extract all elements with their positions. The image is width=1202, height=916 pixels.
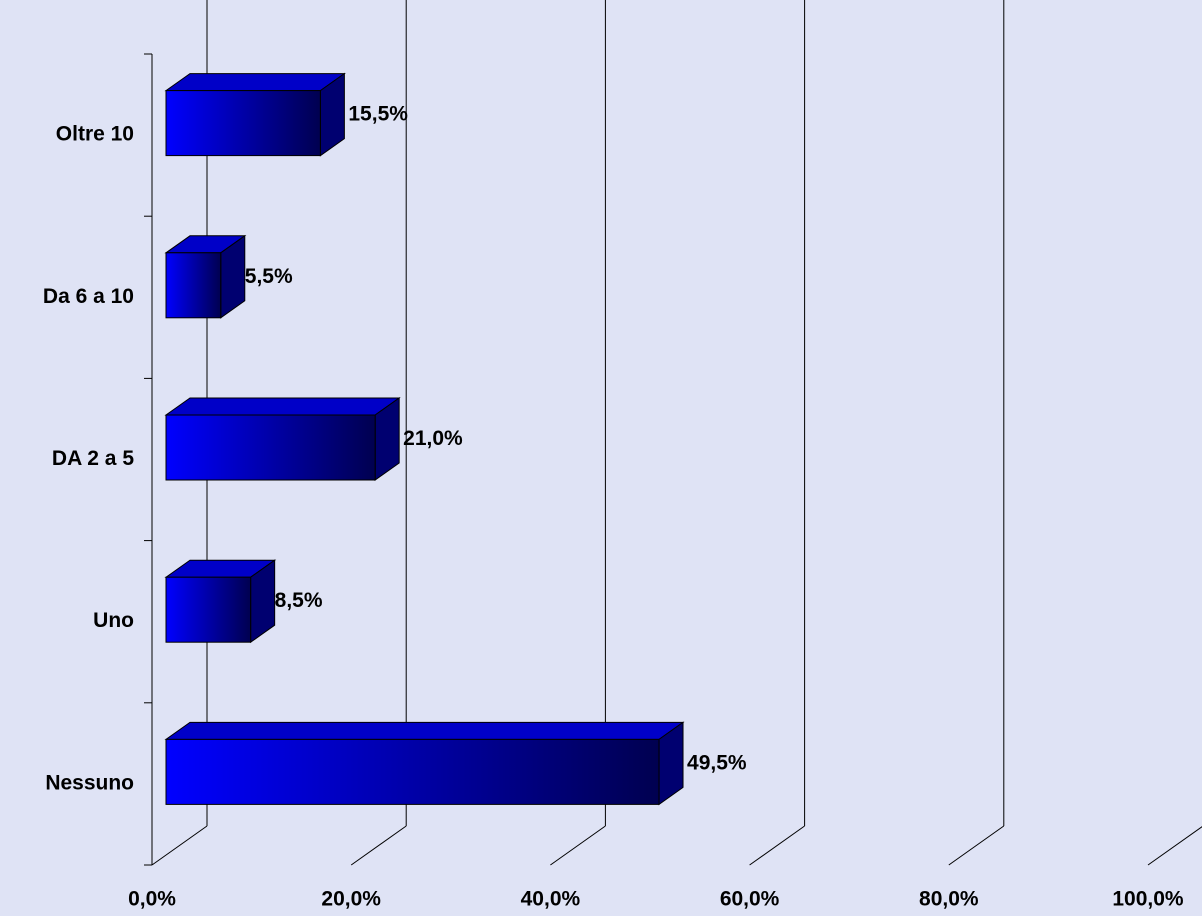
y-tick-label: Uno — [93, 609, 134, 632]
x-tick-label: 100,0% — [1112, 888, 1184, 911]
floor-line — [151, 825, 208, 866]
bar-top — [164, 397, 401, 416]
floor-line — [749, 825, 805, 866]
value-label: 5,5% — [245, 265, 293, 288]
bar-top — [164, 73, 346, 92]
value-label: 8,5% — [275, 589, 323, 612]
x-tick-label: 80,0% — [919, 888, 979, 911]
x-tick-label: 40,0% — [521, 888, 581, 911]
bar — [165, 252, 222, 319]
bar — [165, 414, 376, 481]
value-label: 21,0% — [403, 427, 463, 450]
bar — [165, 576, 252, 643]
floor-line — [1147, 826, 1202, 866]
value-label: 15,5% — [348, 103, 408, 126]
bar — [165, 90, 321, 157]
x-tick-label: 60,0% — [720, 888, 780, 911]
x-tick-label: 20,0% — [321, 888, 381, 911]
floor-line — [948, 825, 1005, 866]
y-tick-label: Nessuno — [45, 771, 134, 794]
y-tick-label: Oltre 10 — [56, 123, 134, 146]
bar-top — [164, 721, 685, 740]
bar — [165, 738, 660, 805]
x-tick-label: 0,0% — [128, 888, 176, 911]
value-label: 49,5% — [687, 751, 747, 774]
floor-line — [350, 825, 407, 866]
floor-line — [550, 825, 606, 866]
y-tick-label: DA 2 a 5 — [52, 447, 134, 470]
y-tick-label: Da 6 a 10 — [43, 285, 134, 308]
